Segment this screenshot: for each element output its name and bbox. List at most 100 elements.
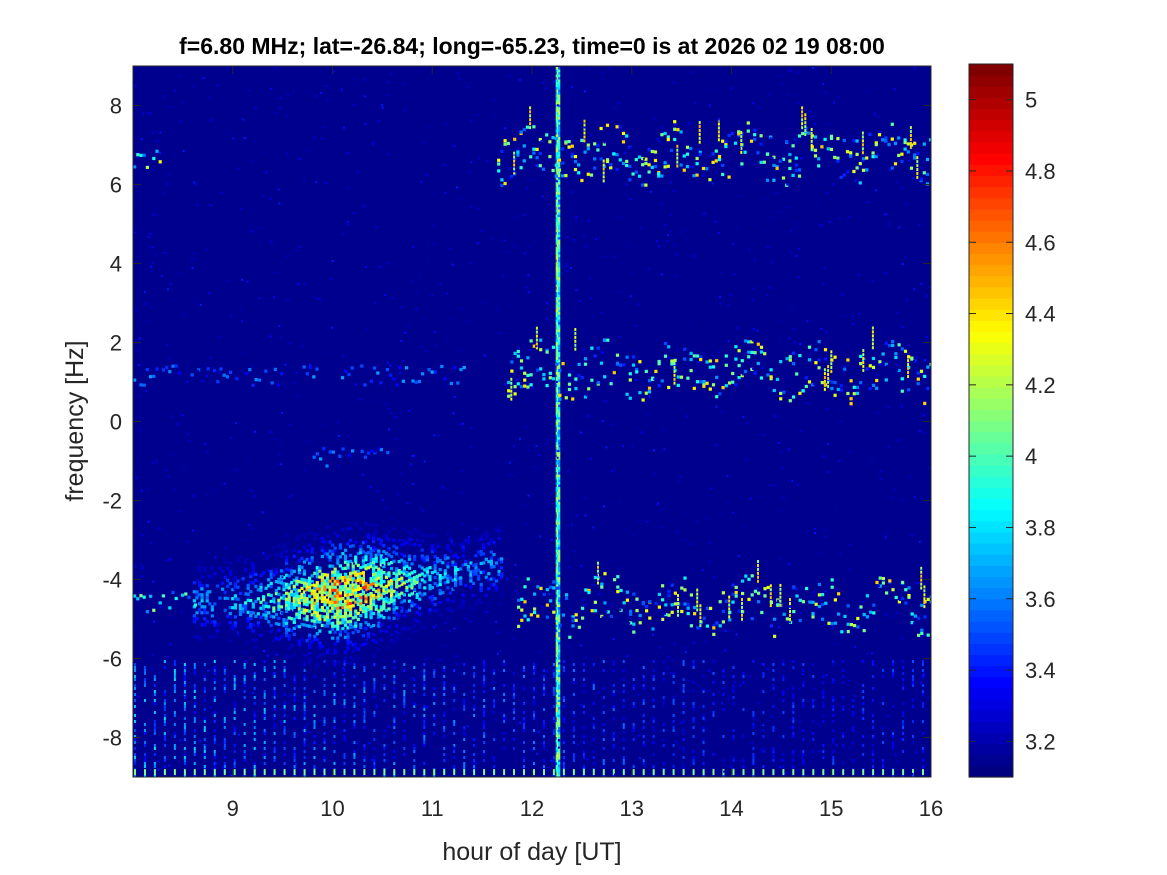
heat-cell-trace-streak xyxy=(740,150,743,154)
heat-cell-blob xyxy=(333,594,337,598)
heat-cell-band xyxy=(558,309,561,313)
heat-cell-stripe-base xyxy=(712,769,715,776)
heat-cell-stripe xyxy=(343,678,346,681)
heat-cell-stripe xyxy=(443,690,446,693)
heat-cell-blob xyxy=(387,607,391,611)
heat-cell-blob xyxy=(390,591,394,595)
heat-cell-speckle xyxy=(285,114,288,117)
heat-cell-trace xyxy=(615,153,619,157)
heat-cell-band xyxy=(556,512,560,515)
heat-cell-band xyxy=(556,644,560,648)
heat-cell-trace xyxy=(574,387,578,391)
heat-cell-stripe xyxy=(423,726,426,729)
heat-cell-blob xyxy=(361,571,365,575)
heat-cell-blob xyxy=(333,648,337,652)
heat-cell-band xyxy=(556,79,560,83)
heat-cell-band xyxy=(555,644,558,648)
heat-cell-stripe xyxy=(473,762,476,765)
heat-cell-stripe xyxy=(173,687,176,690)
heat-cell-blob xyxy=(402,599,406,603)
heat-cell-blob xyxy=(295,537,299,541)
heat-cell-blob xyxy=(205,590,209,594)
heat-cell-trace-streak xyxy=(810,131,813,135)
heat-cell-blob xyxy=(438,559,442,563)
heat-cell-stripe xyxy=(173,747,176,750)
heat-cell-blob xyxy=(356,563,360,567)
heat-cell-stripe xyxy=(293,696,296,699)
heat-cell-blob xyxy=(308,558,312,562)
heat-cell-stripe xyxy=(712,693,715,696)
heat-cell-band xyxy=(558,427,561,430)
heat-cell-blob xyxy=(349,640,353,644)
heat-cell-speckle xyxy=(533,465,536,468)
heat-cell-blob xyxy=(315,572,319,576)
heat-cell-stripe xyxy=(792,687,795,690)
heat-cell-trace-streak xyxy=(916,164,919,168)
heat-cell-band xyxy=(555,227,558,230)
heat-cell-stripe xyxy=(562,699,565,702)
heat-cell-blob xyxy=(195,611,199,615)
heat-cell-band xyxy=(556,417,560,420)
heat-cell-stripe xyxy=(263,660,266,663)
heat-cell-trace xyxy=(833,355,837,359)
heat-cell-stripe xyxy=(263,693,266,696)
heat-cell-trace xyxy=(628,372,632,376)
heat-cell-trace xyxy=(891,343,895,347)
heat-cell-stripe xyxy=(253,711,256,714)
heat-cell-stripe xyxy=(902,726,905,729)
heat-cell-trace xyxy=(865,367,869,371)
heat-cell-blob xyxy=(464,559,468,563)
heat-cell-blob xyxy=(349,589,353,593)
heat-cell-trace xyxy=(612,152,616,156)
heat-cell-stripe xyxy=(782,660,785,663)
heat-cell-stripe xyxy=(473,675,476,678)
heat-cell-band xyxy=(556,527,560,530)
heat-cell-blob xyxy=(459,567,463,571)
heat-cell-stripe xyxy=(283,702,286,705)
heat-cell-speckle xyxy=(210,119,213,122)
heat-cell-trace xyxy=(603,375,607,379)
heat-cell-band xyxy=(558,139,561,143)
heat-cell-stripe xyxy=(562,705,565,708)
heat-cell-speckle xyxy=(147,249,150,252)
heat-cell-trace xyxy=(731,380,735,384)
heat-cell-trace-streak xyxy=(861,151,864,155)
heat-cell-band xyxy=(555,434,558,438)
heat-cell-trace xyxy=(817,164,821,168)
heat-cell-blob xyxy=(328,603,332,607)
heat-cell-stripe xyxy=(732,729,735,732)
heat-cell-trace xyxy=(670,583,674,587)
heat-cell-trace-streak xyxy=(728,603,731,607)
heat-cell-trace xyxy=(804,376,808,380)
heat-cell-stripe xyxy=(293,750,296,753)
heat-cell-blob xyxy=(331,606,335,610)
heat-cell-trace-streak xyxy=(823,380,826,383)
heat-cell-band xyxy=(558,657,561,660)
heat-cell-blob xyxy=(351,571,355,575)
heat-cell-band xyxy=(555,734,558,738)
heat-cell-blob xyxy=(459,606,463,610)
heat-cell-blob xyxy=(433,609,437,613)
heat-cell-band xyxy=(556,619,560,623)
heat-cell-stripe xyxy=(642,699,645,702)
heat-cell-band xyxy=(556,567,560,570)
heat-cell-band xyxy=(555,407,558,410)
heat-cell-blob xyxy=(405,540,409,545)
heat-cell-stripe xyxy=(144,762,146,765)
heat-cell-stripe xyxy=(134,738,136,741)
heat-cell-band xyxy=(555,744,558,748)
heat-cell-blob xyxy=(328,630,332,634)
heat-cell-band xyxy=(558,114,561,118)
heat-cell-blob xyxy=(198,602,202,606)
heat-cell-band xyxy=(556,659,560,663)
heat-cell-stripe xyxy=(423,669,426,672)
heat-cell-trace-streak xyxy=(677,598,679,601)
heat-cell-blob xyxy=(238,606,243,610)
heat-cell-trace xyxy=(545,603,549,607)
heat-cell-band xyxy=(556,662,560,665)
heat-cell-speckle xyxy=(536,752,539,755)
heat-cell-trace xyxy=(549,585,553,589)
heat-cell-trace xyxy=(855,166,859,170)
heat-cell-band xyxy=(556,579,560,583)
heat-cell-stripe xyxy=(642,678,645,681)
